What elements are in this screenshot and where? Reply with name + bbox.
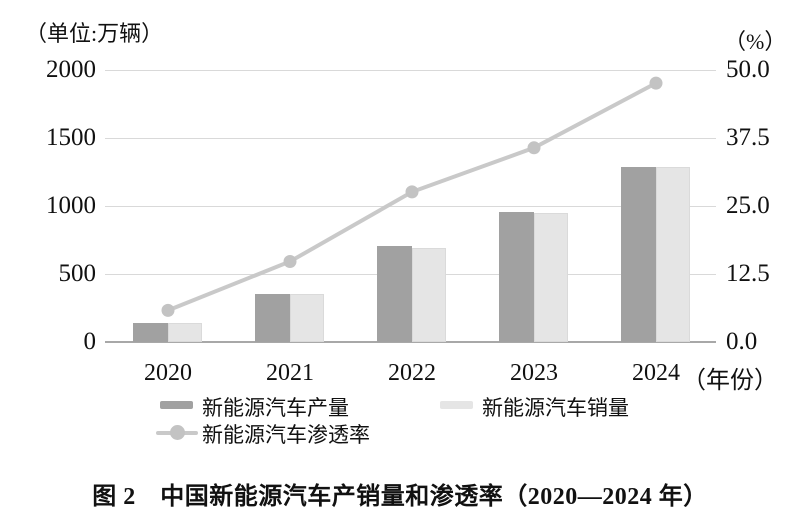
penetration-marker-2023	[527, 141, 541, 155]
penetration-marker-2022	[405, 185, 419, 199]
x-axis-baseline	[105, 341, 716, 343]
y-axis-left-tick-0: 0	[83, 328, 97, 355]
x-axis-tick-2024: 2024	[632, 360, 680, 386]
y-axis-right-tick-12-5: 12.5	[726, 260, 770, 287]
penetration-line-layer	[161, 76, 663, 317]
x-axis-tick-2023: 2023	[510, 360, 558, 386]
bar-sales-2024	[656, 167, 690, 342]
y-axis-right-tick-50: 50.0	[726, 56, 770, 83]
legend-sales-swatch	[440, 401, 473, 409]
y-axis-left-tick-500: 500	[58, 260, 97, 287]
gridline-2000	[105, 70, 716, 71]
x-axis-tick-2021: 2021	[266, 360, 314, 386]
gridline-1000	[105, 206, 716, 207]
bar-production-2020	[133, 323, 168, 342]
right-axis-unit-label: （%）	[724, 29, 787, 54]
y-axis-left-tick-1500: 1500	[46, 124, 96, 151]
legend-penetration-marker-icon	[170, 425, 185, 440]
bar-production-2021	[255, 293, 290, 342]
y-axis-right-tick-37-5: 37.5	[726, 124, 770, 151]
legend-penetration-label: 新能源汽车渗透率	[202, 423, 370, 447]
bar-production-2024	[621, 166, 656, 342]
bar-sales-2023	[534, 212, 568, 342]
bar-sales-2020	[168, 323, 202, 342]
bar-production-2023	[499, 211, 534, 342]
x-axis-year-suffix-label: （年份）	[682, 368, 778, 394]
gridline-1500	[105, 138, 716, 139]
y-axis-left-tick-2000: 2000	[46, 56, 96, 83]
penetration-marker-2020	[161, 303, 175, 317]
y-axis-right-tick-0: 0.0	[726, 328, 758, 355]
penetration-marker-2021	[283, 255, 297, 268]
plot-area	[105, 70, 716, 343]
legend-production-label: 新能源汽车产量	[202, 396, 349, 420]
x-axis-tick-2020: 2020	[144, 360, 192, 386]
legend-production-swatch	[160, 401, 193, 409]
x-axis-tick-2022: 2022	[388, 360, 436, 386]
y-axis-left-tick-1000: 1000	[46, 192, 96, 219]
legend-sales-label: 新能源汽车销量	[482, 396, 629, 420]
bar-sales-2022	[412, 248, 446, 342]
left-axis-unit-label: （单位:万辆）	[25, 21, 164, 46]
bar-production-2022	[377, 246, 412, 342]
penetration-marker-2024	[649, 76, 663, 90]
y-axis-right-tick-25: 25.0	[726, 192, 770, 219]
figure-caption: 图 2 中国新能源汽车产销量和渗透率（2020—2024 年）	[92, 484, 708, 510]
bar-sales-2021	[290, 294, 324, 342]
